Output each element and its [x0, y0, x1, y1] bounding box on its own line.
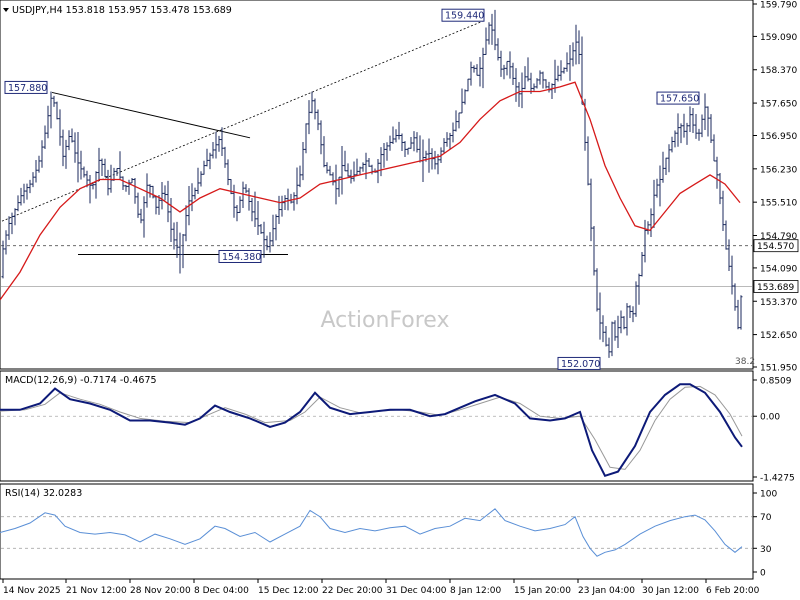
falling-trendline[interactable] — [51, 91, 251, 139]
price-tick-label: 151.950 — [760, 364, 797, 374]
price-tick-label: 159.090 — [760, 33, 797, 43]
time-tick-label: 8 Dec 04:00 — [194, 586, 249, 596]
macd-tick-label: -1.4275 — [760, 474, 795, 484]
price-label-text: 154.380 — [222, 252, 261, 263]
rsi-title: RSI(14) 32.0283 — [5, 488, 82, 499]
rsi-pane: RSI(14) 32.0283 — [0, 483, 754, 580]
horizontal-lines — [1, 245, 752, 287]
time-tick-label: 8 Jan 12:00 — [450, 586, 502, 596]
price-label[interactable]: 152.070 — [557, 356, 601, 370]
rsi-tick-label: 70 — [760, 513, 772, 523]
hline-tag-box — [753, 280, 799, 293]
price-label[interactable]: 159.440 — [441, 8, 485, 22]
rsi-line — [0, 508, 743, 557]
price-tick-label: 156.230 — [760, 165, 797, 175]
hline-tags: 154.570 153.689 — [753, 239, 799, 293]
time-axis: 14 Nov 2025 21 Nov 12:00 28 Nov 20:00 8 Dec… — [2, 579, 760, 596]
price-tick-label: 153.370 — [760, 298, 797, 308]
price-label-text: 152.070 — [561, 359, 600, 370]
time-tick-label: 15 Jan 20:00 — [514, 586, 571, 596]
price-tick-label: 154.790 — [760, 232, 797, 242]
price-bars — [1, 9, 743, 358]
macd-tick-label: 0.00 — [760, 413, 780, 423]
macd-axis: 0.8509 0.00 -1.4275 — [753, 377, 795, 484]
macd-pane: MACD(12,26,9) -0.7174 -0.4675 — [0, 370, 754, 482]
time-tick-label: 28 Nov 20:00 — [130, 586, 191, 596]
price-label[interactable]: 157.650 — [656, 91, 700, 105]
macd-pane-frame — [0, 370, 754, 482]
price-tick-label: 156.950 — [760, 132, 797, 142]
price-label-box — [656, 91, 700, 105]
rsi-pane-frame — [0, 483, 754, 580]
price-tick-label: 159.790 — [760, 1, 797, 11]
price-labels: 159.440 157.880 157.650 154.380 152.070 — [4, 8, 700, 370]
macd-tick-label: 0.8509 — [760, 377, 792, 387]
watermark: ActionForex — [321, 308, 450, 333]
rsi-levels — [1, 516, 752, 549]
macd-main-line — [0, 383, 743, 478]
time-tick-label: 22 Dec 20:00 — [322, 586, 383, 596]
time-tick-label: 30 Jan 12:00 — [642, 586, 699, 596]
hline-tag-label: 154.570 — [757, 242, 794, 252]
price-pane: ActionForex 159.440 157.880 157.650 154.380… — [0, 0, 755, 370]
price-label-box — [557, 356, 601, 370]
rsi-axis: 100 70 30 0 — [753, 490, 777, 579]
price-label[interactable]: 157.880 — [4, 80, 48, 94]
dropdown-triangle-icon[interactable] — [3, 8, 9, 12]
price-label-box — [441, 8, 485, 22]
time-tick-label: 23 Jan 04:00 — [578, 586, 635, 596]
hline-tag-box — [753, 239, 799, 253]
time-tick-label: 6 Feb 20:00 — [706, 586, 760, 596]
price-tick-label: 158.370 — [760, 66, 797, 76]
time-tick-label: 31 Dec 04:00 — [386, 586, 447, 596]
price-label[interactable]: 154.380 — [218, 249, 262, 263]
symbol-header: USDJPY,H4 153.818 153.957 153.478 153.68… — [3, 5, 232, 16]
price-tick-label: 154.090 — [760, 264, 797, 274]
hline-tag-label: 153.689 — [757, 283, 794, 293]
macd-title: MACD(12,26,9) -0.7174 -0.4675 — [5, 375, 157, 386]
time-tick-label: 14 Nov 2025 — [3, 586, 61, 596]
price-label-text: 159.440 — [445, 11, 484, 22]
rsi-tick-label: 30 — [760, 545, 772, 555]
fib-annotation: 38.2 — [735, 357, 755, 367]
price-tick-label: 152.650 — [760, 331, 797, 341]
time-tick-label: 21 Nov 12:00 — [66, 586, 127, 596]
price-tick-label: 155.510 — [760, 199, 797, 209]
rising-trendline[interactable] — [1, 19, 486, 222]
price-label-text: 157.650 — [660, 94, 699, 105]
symbol-line: USDJPY,H4 153.818 153.957 153.478 153.68… — [12, 5, 232, 16]
rsi-tick-label: 0 — [760, 569, 766, 579]
price-label-text: 157.880 — [8, 83, 47, 94]
price-pane-frame — [0, 0, 754, 370]
price-axis: 159.790 159.090 158.370 157.650 156.950 156.2… — [753, 1, 797, 374]
price-label-box — [218, 249, 262, 263]
time-tick-label: 15 Dec 12:00 — [258, 586, 319, 596]
rsi-tick-label: 100 — [760, 490, 777, 500]
moving-average-line — [0, 81, 741, 301]
price-label-box — [4, 80, 48, 94]
price-tick-label: 157.650 — [760, 100, 797, 110]
